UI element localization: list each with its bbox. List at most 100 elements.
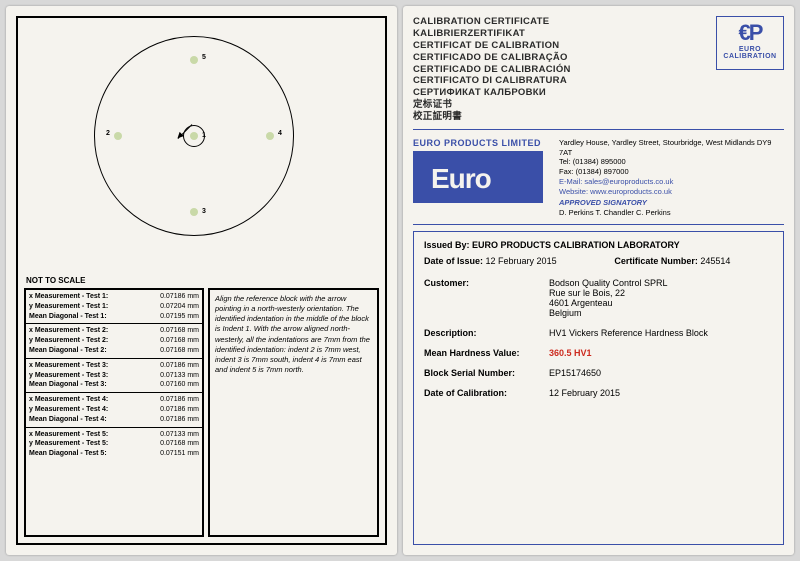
- bottom-row: x Measurement - Test 1:0.07186 mmy Measu…: [24, 288, 379, 537]
- customer-line4: Belgium: [549, 308, 773, 318]
- customer-line3: 4601 Argenteau: [549, 298, 773, 308]
- measurement-label: x Measurement - Test 2:: [29, 326, 160, 336]
- measurement-value: 0.07186 mm: [160, 395, 199, 405]
- measurement-group: x Measurement - Test 3:0.07186 mmy Measu…: [26, 359, 202, 393]
- cert-body: Issued By: EURO PRODUCTS CALIBRATION LAB…: [413, 231, 784, 545]
- measurement-label: y Measurement - Test 3:: [29, 371, 160, 381]
- euro-logo: Euro: [413, 151, 543, 203]
- company-web: Website: www.europroducts.co.uk: [559, 187, 784, 197]
- measurement-value: 0.07186 mm: [160, 405, 199, 415]
- measurement-line: x Measurement - Test 3:0.07186 mm: [29, 361, 199, 371]
- measurement-group: x Measurement - Test 4:0.07186 mmy Measu…: [26, 393, 202, 427]
- euro-calibration-logo: €P EURO CALIBRATION: [716, 16, 784, 70]
- measurement-label: y Measurement - Test 4:: [29, 405, 160, 415]
- indent-label-4: 4: [278, 130, 282, 137]
- cert-title-line: KALIBRIERZERTIFIKAT: [413, 28, 716, 40]
- measurement-value: 0.07168 mm: [160, 346, 199, 356]
- indent-label-5: 5: [202, 54, 206, 61]
- measurement-group: x Measurement - Test 1:0.07186 mmy Measu…: [26, 290, 202, 324]
- measurement-value: 0.07195 mm: [160, 312, 199, 322]
- date-cal-value: 12 February 2015: [549, 388, 773, 398]
- serial-key: Block Serial Number:: [424, 368, 549, 378]
- cert-title-line: 校正証明書: [413, 111, 716, 123]
- logo-ep-icon: €P: [720, 20, 780, 46]
- customer-key: Customer:: [424, 278, 549, 318]
- measurement-label: y Measurement - Test 2:: [29, 336, 160, 346]
- right-page: CALIBRATION CERTIFICATEKALIBRIERZERTIFIK…: [403, 6, 794, 555]
- measurement-line: y Measurement - Test 2:0.07168 mm: [29, 336, 199, 346]
- cert-title-line: CERTIFICADO DE CALIBRACIÓN: [413, 64, 716, 76]
- measurement-line: Mean Diagonal - Test 2:0.07168 mm: [29, 346, 199, 356]
- company-left: EURO PRODUCTS LIMITED Euro: [413, 138, 553, 218]
- date-issue-key: Date of Issue:: [424, 256, 483, 266]
- measurement-line: x Measurement - Test 4:0.07186 mm: [29, 395, 199, 405]
- measurement-line: y Measurement - Test 5:0.07168 mm: [29, 439, 199, 449]
- logo-ep-sub: EURO CALIBRATION: [720, 46, 780, 60]
- date-issue-value: 12 February 2015: [486, 256, 557, 266]
- measurement-value: 0.07151 mm: [160, 449, 199, 459]
- company-tel: Tel: (01384) 895000: [559, 157, 784, 167]
- measurement-value: 0.07168 mm: [160, 439, 199, 449]
- mean-hardness-key: Mean Hardness Value:: [424, 348, 549, 358]
- customer-row: Customer: Bodson Quality Control SPRL Ru…: [424, 278, 773, 318]
- issue-row: Date of Issue: 12 February 2015 Certific…: [424, 256, 773, 266]
- cert-title-line: CERTIFICATO DI CALIBRATURA: [413, 75, 716, 87]
- measurement-label: y Measurement - Test 5:: [29, 439, 160, 449]
- indent-point-5: [190, 56, 198, 64]
- cert-title-list: CALIBRATION CERTIFICATEKALIBRIERZERTIFIK…: [413, 16, 716, 123]
- left-page: 1 2 3 4 5 NOT TO SCALE x Measurement - T…: [6, 6, 397, 555]
- alignment-instructions: Align the reference block with the arrow…: [208, 288, 379, 537]
- cert-title-line: CERTIFICADO DE CALIBRAÇÃO: [413, 52, 716, 64]
- measurement-value: 0.07133 mm: [160, 430, 199, 440]
- cert-title-line: 定标证书: [413, 99, 716, 111]
- customer-value: Bodson Quality Control SPRL Rue sur le B…: [549, 278, 773, 318]
- measurement-line: Mean Diagonal - Test 4:0.07186 mm: [29, 415, 199, 425]
- serial-value: EP15174650: [549, 368, 773, 378]
- left-frame: 1 2 3 4 5 NOT TO SCALE x Measurement - T…: [16, 16, 387, 545]
- indent-point-2: [114, 132, 122, 140]
- customer-line1: Bodson Quality Control SPRL: [549, 278, 773, 288]
- measurement-value: 0.07186 mm: [160, 292, 199, 302]
- approved-signatory-title: APPROVED SIGNATORY: [559, 198, 784, 208]
- not-to-scale-label: NOT TO SCALE: [26, 276, 379, 285]
- measurement-label: x Measurement - Test 5:: [29, 430, 160, 440]
- measurement-line: x Measurement - Test 2:0.07168 mm: [29, 326, 199, 336]
- cert-no-value: 245514: [700, 256, 730, 266]
- company-title: EURO PRODUCTS LIMITED: [413, 138, 553, 148]
- indent-diagram: 1 2 3 4 5: [24, 24, 379, 274]
- measurement-label: x Measurement - Test 3:: [29, 361, 160, 371]
- cert-no-key: Certificate Number:: [614, 256, 698, 266]
- measurement-label: Mean Diagonal - Test 5:: [29, 449, 160, 459]
- measurement-label: Mean Diagonal - Test 2:: [29, 346, 160, 356]
- measurement-value: 0.07186 mm: [160, 415, 199, 425]
- customer-line2: Rue sur le Bois, 22: [549, 288, 773, 298]
- mean-hardness-value: 360.5 HV1: [549, 348, 773, 358]
- measurement-label: Mean Diagonal - Test 1:: [29, 312, 160, 322]
- measurement-line: x Measurement - Test 1:0.07186 mm: [29, 292, 199, 302]
- measurement-line: Mean Diagonal - Test 1:0.07195 mm: [29, 312, 199, 322]
- company-email: E-Mail: sales@europroducts.co.uk: [559, 177, 784, 187]
- measurement-label: x Measurement - Test 4:: [29, 395, 160, 405]
- measurement-line: x Measurement - Test 5:0.07133 mm: [29, 430, 199, 440]
- date-cal-key: Date of Calibration:: [424, 388, 549, 398]
- measurement-value: 0.07160 mm: [160, 380, 199, 390]
- measurement-group: x Measurement - Test 5:0.07133 mmy Measu…: [26, 428, 202, 461]
- cert-header: CALIBRATION CERTIFICATEKALIBRIERZERTIFIK…: [413, 16, 784, 130]
- description-value: HV1 Vickers Reference Hardness Block: [549, 328, 773, 338]
- measurement-line: Mean Diagonal - Test 3:0.07160 mm: [29, 380, 199, 390]
- company-address: Yardley House, Yardley Street, Stourbrid…: [559, 138, 784, 158]
- company-block: EURO PRODUCTS LIMITED Euro Yardley House…: [413, 134, 784, 225]
- mean-hardness-row: Mean Hardness Value: 360.5 HV1: [424, 348, 773, 358]
- measurement-label: y Measurement - Test 1:: [29, 302, 160, 312]
- cert-title-line: CERTIFICAT DE CALIBRATION: [413, 40, 716, 52]
- measurement-table: x Measurement - Test 1:0.07186 mmy Measu…: [24, 288, 204, 537]
- measurement-value: 0.07168 mm: [160, 326, 199, 336]
- measurement-line: y Measurement - Test 4:0.07186 mm: [29, 405, 199, 415]
- description-key: Description:: [424, 328, 549, 338]
- measurement-line: Mean Diagonal - Test 5:0.07151 mm: [29, 449, 199, 459]
- indent-label-3: 3: [202, 208, 206, 215]
- measurement-label: Mean Diagonal - Test 3:: [29, 380, 160, 390]
- description-row: Description: HV1 Vickers Reference Hardn…: [424, 328, 773, 338]
- measurement-label: Mean Diagonal - Test 4:: [29, 415, 160, 425]
- indent-point-4: [266, 132, 274, 140]
